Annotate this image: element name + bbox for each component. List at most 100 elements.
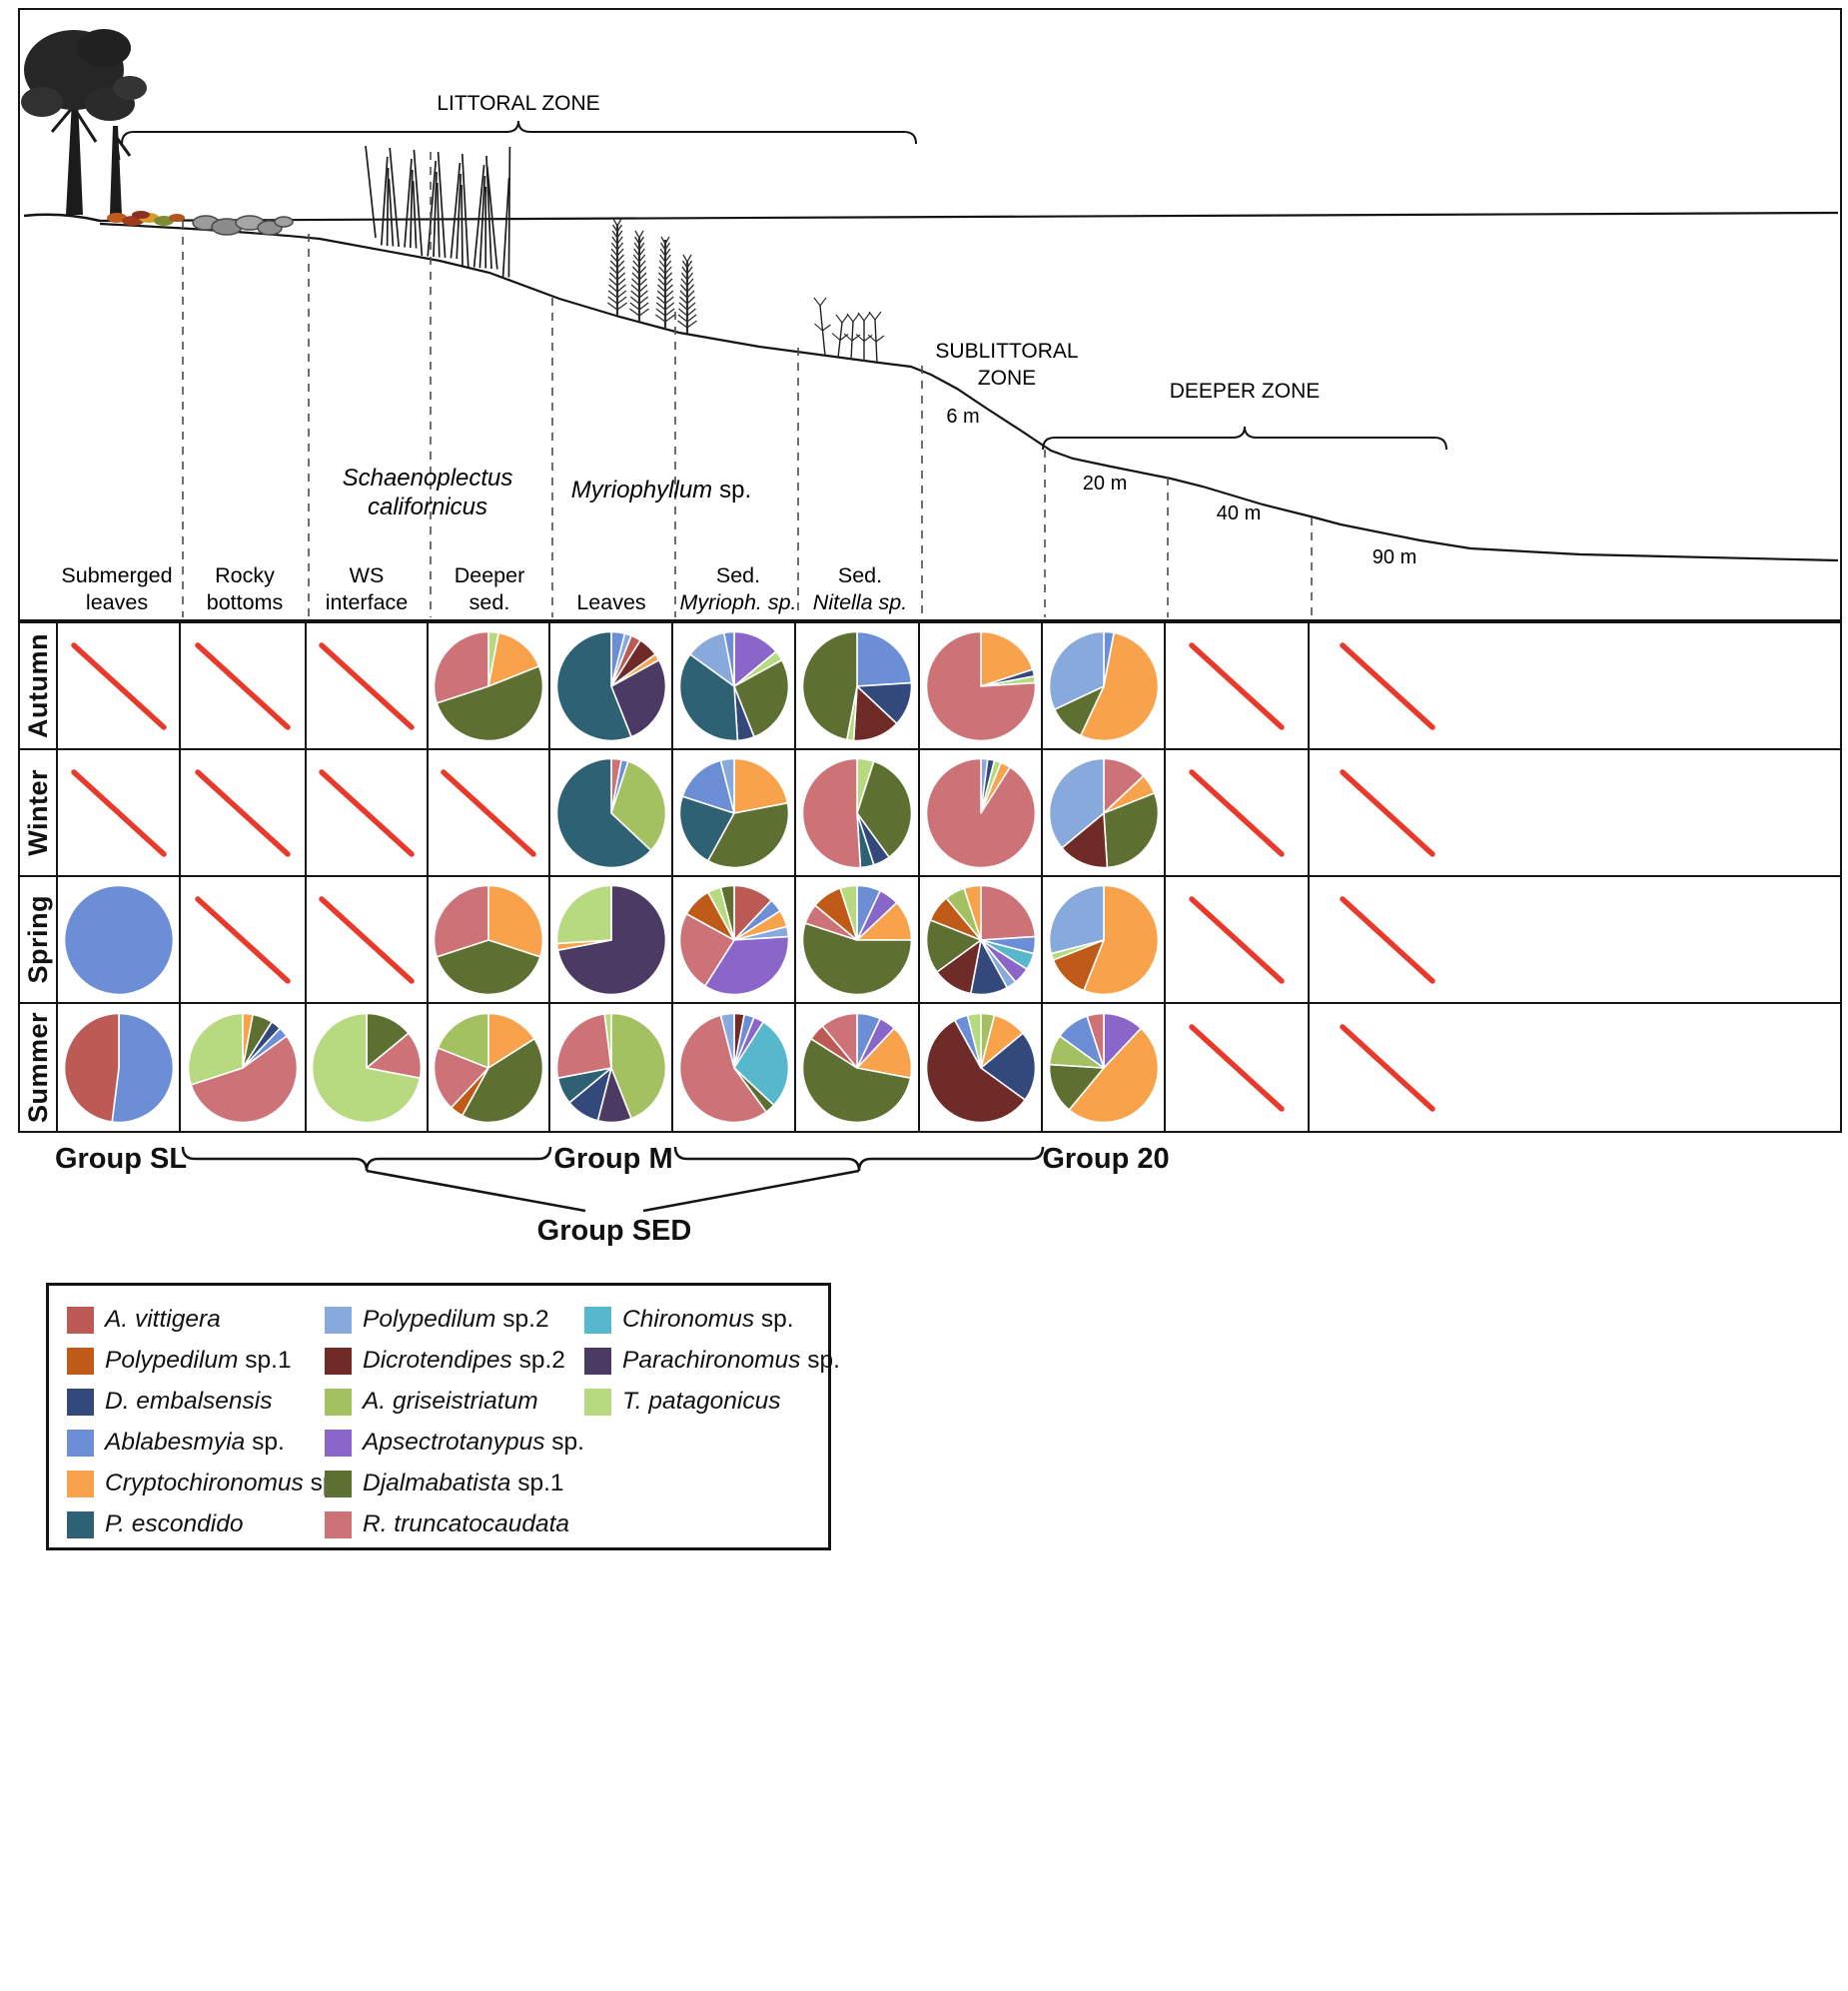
no-data-cell xyxy=(181,750,307,877)
pie-slice-DJ xyxy=(436,938,541,995)
pie-slice-RT xyxy=(678,1013,767,1123)
pie-cell xyxy=(181,1004,307,1131)
species-legend: A. vittigera Polypedilum sp.1 D. embalsens… xyxy=(46,1283,840,1550)
pie-cell xyxy=(429,623,550,750)
legend-item: Dicrotendipes sp.2 xyxy=(325,1347,584,1375)
pie-slice-RT xyxy=(925,630,1036,741)
pie-slice-DI xyxy=(1060,811,1108,868)
pie-slice-TP xyxy=(966,1012,982,1069)
pie-slice-P2 xyxy=(1048,884,1105,954)
legend-item: T. patagonicus xyxy=(584,1388,840,1416)
season-label-text: Autumn xyxy=(22,633,53,738)
pie-slice-CR xyxy=(1079,631,1159,741)
pie-cell xyxy=(429,877,550,1004)
column-header: Sed. Nitella sp. xyxy=(812,563,908,615)
legend-species-name: R. truncatocaudata xyxy=(363,1510,570,1537)
pie-chart xyxy=(555,1012,666,1123)
pie-chart xyxy=(925,630,1036,741)
pie-slice-CR xyxy=(732,757,788,814)
pie-slice-CR xyxy=(487,884,544,958)
legend-species-suffix: sp.1 xyxy=(510,1470,564,1496)
pie-cell xyxy=(796,750,920,877)
pie-slice-PA xyxy=(609,658,666,737)
no-data-cell xyxy=(1310,1004,1840,1131)
no-data-slash xyxy=(1340,768,1435,857)
schaenoplectus-label-2: californicus xyxy=(368,494,487,520)
no-data-cell xyxy=(1310,623,1840,750)
pie-cell xyxy=(796,623,920,750)
no-data-cell xyxy=(307,877,429,1004)
group-connectors-svg xyxy=(181,1146,1045,1213)
sublittoral-zone-label-2: ZONE xyxy=(978,367,1036,390)
pie-slice-TP xyxy=(187,1012,244,1086)
pie-slice-DJ xyxy=(1102,791,1159,868)
littoral-zone-brace xyxy=(121,120,917,145)
depth-90m-label: 90 m xyxy=(1373,546,1416,568)
pie-chart xyxy=(1048,884,1159,995)
no-data-cell xyxy=(429,750,550,877)
column-header: Deeper sed. xyxy=(454,563,525,615)
pie-slice-CR xyxy=(1082,884,1159,995)
legend-swatch-DJ xyxy=(325,1470,352,1497)
legend-item: Parachironomus sp. xyxy=(584,1347,840,1375)
nitella-sketch xyxy=(813,297,885,365)
pie-chart xyxy=(433,884,544,995)
pie-slice-AB xyxy=(63,884,174,995)
no-data-slash xyxy=(441,768,536,857)
no-data-cell xyxy=(58,750,181,877)
column-header: Sed. Myrioph. sp. xyxy=(679,563,797,615)
legend-species-name: Dicrotendipes xyxy=(363,1347,512,1374)
legend-species-name: Apsectrotanypus xyxy=(363,1429,545,1456)
pie-slice-AV xyxy=(63,1012,120,1123)
pie-slice-RT xyxy=(979,884,1036,941)
pie-slice-PE xyxy=(555,757,652,868)
pie-cell xyxy=(920,1004,1043,1131)
no-data-cell xyxy=(307,750,429,877)
transect-svg: LITTORAL ZONE SUBLITTORAL ZONE DEEPER ZO… xyxy=(21,29,1839,617)
no-data-slash xyxy=(319,641,415,730)
legend-species-name: A. vittigera xyxy=(105,1306,221,1333)
pie-slice-DJ xyxy=(801,1037,912,1123)
pie-cell xyxy=(550,623,673,750)
legend-item: P. escondido xyxy=(67,1510,325,1538)
legend-column: Polypedilum sp.2 Dicrotendipes sp.2 A. gri… xyxy=(325,1306,584,1538)
legend-swatch-AP xyxy=(325,1429,352,1457)
pie-slice-CR xyxy=(979,630,1034,687)
pie-chart xyxy=(1048,1012,1159,1123)
pie-slice-RT xyxy=(678,912,735,987)
lake-transect-panel: LITTORAL ZONE SUBLITTORAL ZONE DEEPER ZO… xyxy=(18,8,1842,621)
group-labels-row: Group SL Group M Group 20 Group SED xyxy=(18,1137,1842,1287)
group-20-label: Group 20 xyxy=(1042,1143,1170,1175)
legend-swatch-P1 xyxy=(67,1347,94,1375)
pie-chart xyxy=(311,1012,423,1123)
legend-species-name: Parachironomus xyxy=(622,1347,801,1374)
pie-slice-CR xyxy=(856,1026,913,1079)
legend-species-suffix: sp. xyxy=(544,1429,584,1456)
pie-cell xyxy=(796,877,920,1004)
column-header: Submerged leaves xyxy=(61,563,173,615)
legend-species-suffix: sp.2 xyxy=(495,1306,549,1333)
pie-slice-DJ xyxy=(706,801,789,868)
no-data-slash xyxy=(70,768,167,857)
pie-cell xyxy=(673,750,796,877)
legend-item: Ablabesmyia sp. xyxy=(67,1429,325,1457)
pie-slice-AB xyxy=(110,1012,174,1123)
lake-bottom-profile xyxy=(99,222,1839,562)
no-data-slash xyxy=(1189,1023,1285,1112)
group-sed-connector-left xyxy=(366,1169,586,1213)
legend-species-name: Cryptochironomus xyxy=(105,1470,304,1496)
pie-slice-PE xyxy=(678,652,738,741)
sublittoral-zone-label-1: SUBLITTORAL xyxy=(935,340,1078,363)
pie-cell xyxy=(1043,1004,1166,1131)
legend-swatch-PA xyxy=(584,1347,611,1375)
legend-species-name: A. griseistriatum xyxy=(363,1388,538,1415)
submerged-leaves-sketch xyxy=(107,211,185,226)
pie-slice-PE xyxy=(555,630,632,741)
pie-cell xyxy=(673,877,796,1004)
pie-slice-AG xyxy=(609,759,666,851)
legend-species-suffix: sp. xyxy=(800,1347,840,1374)
pie-cell xyxy=(920,623,1043,750)
legend-swatch-TP xyxy=(584,1388,611,1416)
pie-chart xyxy=(925,884,1036,995)
